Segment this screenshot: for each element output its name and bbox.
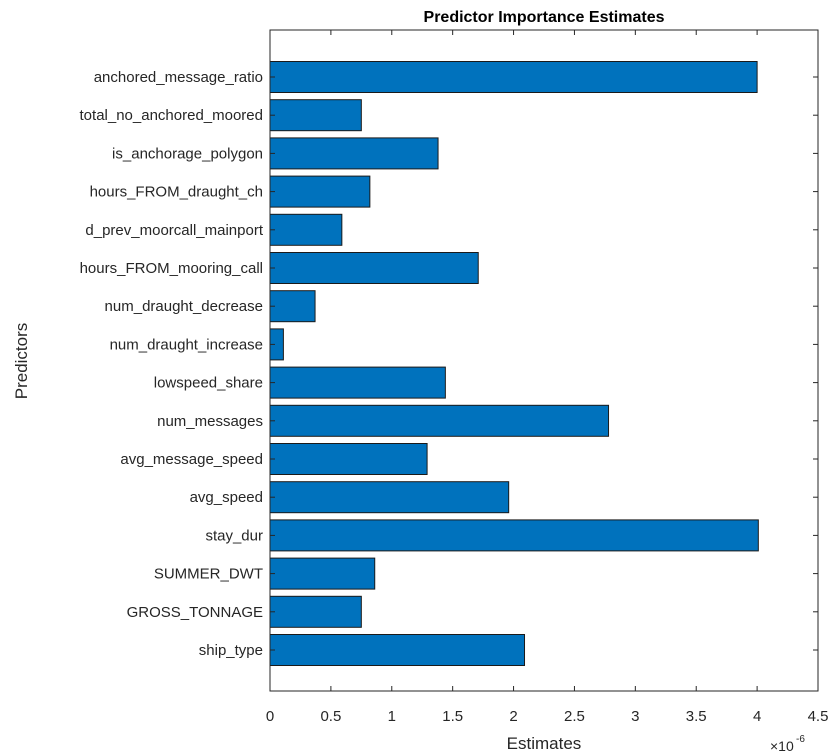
y-tick-label: num_messages — [157, 413, 263, 430]
bar-hours_FROM_draught_ch — [269, 175, 371, 208]
x-axis-multiplier: ×10 — [770, 738, 794, 754]
y-tick-label: hours_FROM_mooring_call — [80, 260, 263, 277]
x-axis-label: Estimates — [507, 734, 582, 753]
y-tick-label: ship_type — [199, 642, 263, 659]
bar-avg_speed — [269, 481, 510, 514]
bar-is_anchorage_polygon — [269, 137, 439, 170]
bar-d_prev_moorcall_mainport — [269, 213, 343, 246]
x-tick-label: 2 — [509, 708, 517, 725]
y-tick-label: is_anchorage_polygon — [112, 145, 263, 162]
y-tick-label: hours_FROM_draught_ch — [90, 184, 263, 201]
y-tick-label: avg_speed — [190, 489, 263, 506]
y-tick-label: avg_message_speed — [120, 451, 263, 468]
x-tick-label: 0 — [266, 708, 274, 725]
y-tick-label: total_no_anchored_moored — [80, 107, 263, 124]
bar-SUMMER_DWT — [269, 557, 376, 590]
y-tick-label: SUMMER_DWT — [154, 566, 263, 583]
y-tick-label: lowspeed_share — [154, 375, 263, 392]
bar-avg_message_speed — [269, 443, 428, 475]
x-tick-labels: 0 0.5 1 1.5 2 2.5 3 3.5 4 4.5 — [266, 30, 829, 725]
y-tick-label: num_draught_increase — [110, 336, 263, 353]
x-tick-label: 0.5 — [320, 708, 341, 725]
bar-ship_type — [269, 634, 526, 666]
y-tick-label: stay_dur — [205, 527, 263, 544]
bar-stay_dur — [269, 519, 759, 552]
bar-total_no_anchored_moored — [269, 99, 362, 132]
y-tick-label: GROSS_TONNAGE — [127, 604, 263, 621]
x-tick-label: 1 — [388, 708, 396, 725]
x-tick-label: 3.5 — [686, 708, 707, 725]
y-axis-label: Predictors — [12, 323, 31, 400]
bar-lowspeed_share — [269, 366, 446, 399]
bar-hours_FROM_mooring_call — [269, 252, 479, 284]
y-tick-label: d_prev_moorcall_mainport — [85, 222, 263, 239]
bar-group — [269, 61, 759, 666]
bar-num_messages — [269, 404, 610, 437]
y-tick-label: num_draught_decrease — [105, 298, 263, 315]
bar-anchored_message_ratio — [269, 61, 758, 93]
x-tick-label: 4 — [753, 708, 761, 725]
chart-title: Predictor Importance Estimates — [424, 9, 665, 26]
plot-frame — [269, 29, 819, 692]
x-tick-label: 4.5 — [808, 708, 829, 725]
x-tick-label: 3 — [631, 708, 639, 725]
x-tick-label: 1.5 — [442, 708, 463, 725]
bar-num_draught_decrease — [269, 290, 316, 323]
y-tick-labels: anchored_message_ratio total_no_anchored_… — [80, 69, 818, 659]
y-tick-label: anchored_message_ratio — [94, 69, 263, 86]
x-tick-label: 2.5 — [564, 708, 585, 725]
bar-GROSS_TONNAGE — [269, 595, 362, 628]
x-axis-multiplier-exponent: -6 — [796, 734, 805, 745]
